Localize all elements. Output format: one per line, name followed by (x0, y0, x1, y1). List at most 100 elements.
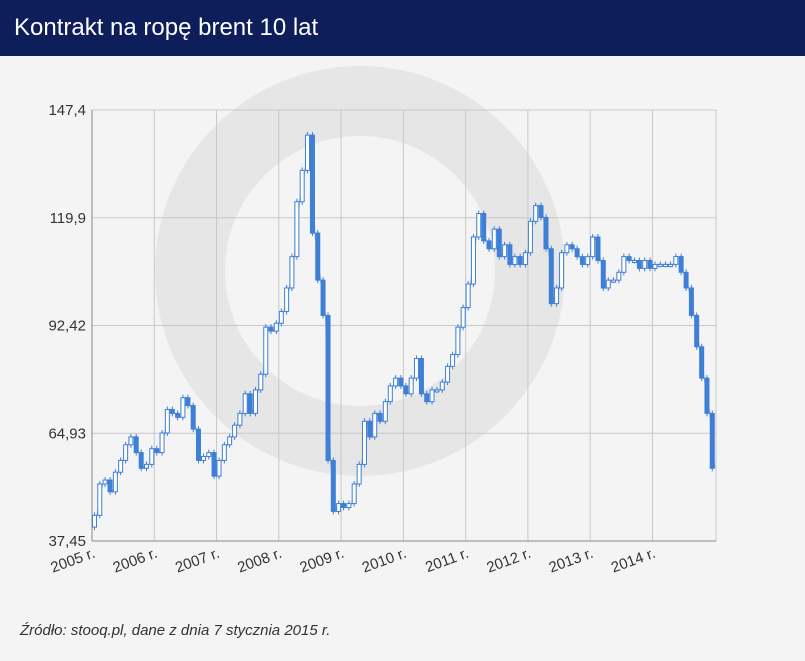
candle-body (180, 397, 186, 418)
candle-body (460, 307, 466, 328)
candle-body (507, 244, 513, 265)
candle-body (652, 263, 658, 269)
x-tick-label: 2011 r. (423, 545, 471, 576)
candle-body (569, 244, 575, 250)
candle-body (315, 232, 321, 281)
candle-body (439, 381, 445, 391)
candle-body (595, 236, 601, 262)
candle-body (585, 256, 591, 265)
candle-body (185, 397, 191, 407)
candle-body (434, 389, 440, 393)
candle-body (242, 393, 248, 414)
candle-body (138, 452, 144, 469)
candle-body (543, 216, 549, 250)
x-tick-label: 2014 r. (609, 545, 658, 577)
candle-body (429, 389, 435, 403)
candle-body (232, 424, 238, 438)
x-tick-label: 2010 r. (360, 545, 409, 577)
candle-body (128, 436, 134, 446)
candle-body (554, 287, 560, 305)
candle-body (527, 220, 533, 254)
candle-body (476, 212, 482, 238)
candle-body (190, 405, 196, 430)
y-tick-label: 64,93 (48, 425, 86, 442)
candle-body (247, 393, 253, 414)
candle-body (133, 436, 139, 454)
candle-body (216, 459, 222, 477)
candle-body (574, 248, 580, 258)
candle-body (372, 412, 378, 438)
candle-body (263, 326, 269, 375)
candle-body (683, 271, 689, 289)
candle-body (294, 201, 300, 258)
candle-body (496, 228, 502, 258)
candle-body (616, 271, 622, 281)
candle-body (211, 452, 217, 477)
candle-body (564, 244, 570, 254)
candle-body (387, 385, 393, 403)
candle-body (663, 263, 669, 267)
candle-body (195, 428, 201, 461)
candle-body (252, 389, 258, 414)
candle-body (398, 377, 404, 387)
candle-body (273, 322, 279, 332)
y-tick-label: 119,9 (50, 210, 86, 227)
candle-body (154, 448, 160, 454)
candle-body (351, 483, 357, 505)
candle-body (309, 134, 315, 234)
candle-body (512, 256, 518, 265)
candle-body (668, 263, 674, 267)
y-tick-label: 147,4 (48, 102, 86, 119)
candle-body (123, 444, 129, 461)
candle-body (600, 260, 606, 289)
candle-body (336, 503, 342, 512)
x-tick-label: 2012 r. (484, 545, 533, 577)
candle-body (278, 310, 284, 324)
candle-body (621, 256, 627, 273)
candle-body (481, 212, 487, 242)
candle-body (164, 408, 170, 434)
x-tick-label: 2009 r. (298, 545, 347, 577)
candle-body (299, 169, 305, 203)
candle-body (465, 283, 471, 309)
candle-body (377, 412, 383, 422)
y-tick-label: 92,42 (48, 318, 86, 335)
candle-body (330, 459, 336, 512)
chart-title: Kontrakt na ropę brent 10 lat (0, 0, 805, 56)
source-note: Źródło: stooq.pl, dane z dnia 7 stycznia… (20, 622, 331, 639)
candle-body (284, 287, 290, 312)
candle-body (169, 408, 175, 414)
candle-body (445, 365, 451, 383)
candle-body (455, 326, 461, 356)
candle-body (517, 256, 523, 265)
candle-body (221, 444, 227, 461)
candle-body (237, 412, 243, 426)
candle-body (118, 459, 124, 473)
watermark-logo (155, 66, 565, 476)
candle-body (709, 412, 715, 469)
candle-body (289, 256, 295, 289)
candle-body (367, 420, 373, 438)
x-tick-label: 2007 r. (173, 545, 222, 577)
candle-body (450, 354, 456, 367)
candle-body (346, 503, 352, 508)
candle-body (611, 279, 617, 283)
candle-body (626, 256, 632, 262)
candle-body (678, 256, 684, 273)
candle-body (102, 479, 108, 485)
candle-body (699, 346, 705, 379)
candle-body (382, 401, 388, 422)
candle-body (491, 228, 497, 250)
candle-body (673, 256, 679, 265)
candle-body (403, 385, 409, 395)
candle-body (112, 471, 118, 493)
candle-body (107, 479, 113, 493)
candle-body (361, 420, 367, 465)
candle-body (304, 134, 310, 171)
y-tick-label: 37,45 (48, 533, 86, 550)
candle-body (341, 503, 347, 508)
candle-body (605, 279, 611, 289)
candle-body (175, 412, 181, 418)
candle-body (590, 236, 596, 258)
candle-body (548, 248, 554, 305)
